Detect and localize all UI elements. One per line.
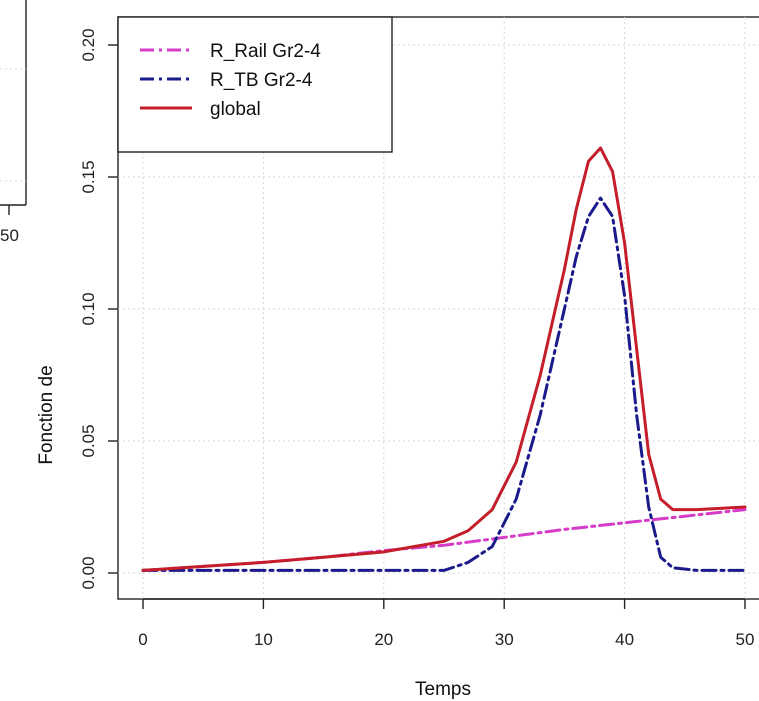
- x-tick-label: 30: [495, 630, 514, 649]
- series-lines: [141, 146, 747, 572]
- x-tick-label: 0: [138, 630, 147, 649]
- legend-box: [117, 16, 393, 153]
- legend-label: R_TB Gr2-4: [210, 70, 313, 91]
- y-tick-label: 0.20: [79, 28, 98, 61]
- series-line-global: [141, 146, 747, 572]
- x-tick-label: 10: [254, 630, 273, 649]
- x-tick-label: 20: [374, 630, 393, 649]
- neighbor-tick-label: 50: [0, 226, 19, 245]
- y-tick-label: 0.05: [79, 424, 98, 457]
- x-tick-label: 40: [615, 630, 634, 649]
- y-tick-label: 0.00: [79, 556, 98, 589]
- legend-label: R_Rail Gr2-4: [210, 41, 321, 62]
- x-axis: 0 10 20 30 40 50: [138, 598, 755, 649]
- x-axis-title: Temps: [415, 679, 471, 700]
- y-tick-label: 0.15: [79, 160, 98, 193]
- legend: R_Rail Gr2-4 R_TB Gr2-4 global: [117, 16, 393, 153]
- series-line-r-tb-gr2-4: [141, 196, 747, 572]
- y-tick-label: 0.10: [79, 292, 98, 325]
- x-tick-label: 50: [736, 630, 755, 649]
- y-axis-title: Fonction de: [36, 365, 57, 464]
- legend-label: global: [210, 99, 261, 120]
- grid-lines: [118, 17, 759, 599]
- y-axis: 0.00 0.05 0.10 0.15 0.20: [79, 28, 118, 590]
- neighbor-panel-fragment: 50: [0, 0, 27, 245]
